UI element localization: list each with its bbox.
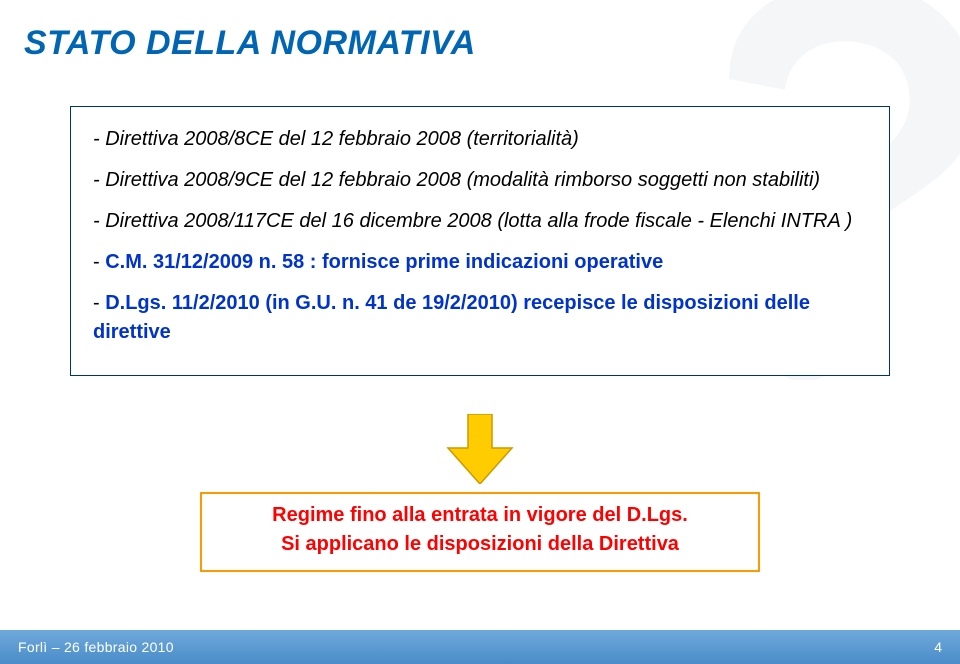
list-item: - Direttiva 2008/8CE del 12 febbraio 200… bbox=[93, 125, 867, 154]
highlight-line: Si applicano le disposizioni della Diret… bbox=[216, 533, 744, 556]
arrow-down-icon bbox=[440, 414, 520, 484]
list-item-dash: - bbox=[93, 292, 105, 314]
list-item-suffix: (territorialità) bbox=[467, 128, 579, 150]
content-box-highlight: Regime fino alla entrata in vigore del D… bbox=[200, 492, 760, 572]
content-box-main: - Direttiva 2008/8CE del 12 febbraio 200… bbox=[70, 106, 890, 376]
list-item-prefix: - Direttiva 2008/8CE del 12 febbraio 200… bbox=[93, 128, 467, 150]
page-number: 4 bbox=[934, 639, 942, 655]
list-item-suffix: (lotta alla frode fiscale - Elenchi INTR… bbox=[497, 210, 852, 232]
footer-bar: Forlì – 26 febbraio 2010 4 bbox=[0, 630, 960, 664]
slide: STATO DELLA NORMATIVA - Direttiva 2008/8… bbox=[0, 0, 960, 664]
list-item: - D.Lgs. 11/2/2010 (in G.U. n. 41 de 19/… bbox=[93, 289, 867, 347]
page-title: STATO DELLA NORMATIVA bbox=[24, 24, 476, 63]
footer-left: Forlì – 26 febbraio 2010 bbox=[18, 639, 174, 655]
list-item-prefix: - Direttiva 2008/9CE del 12 febbraio 200… bbox=[93, 169, 467, 191]
list-item: - Direttiva 2008/117CE del 16 dicembre 2… bbox=[93, 207, 867, 236]
list-item-text: D.Lgs. 11/2/2010 (in G.U. n. 41 de 19/2/… bbox=[93, 292, 810, 343]
list-item-suffix: (modalità rimborso soggetti non stabilit… bbox=[467, 169, 821, 191]
list-item-prefix: - Direttiva 2008/117CE del 16 dicembre 2… bbox=[93, 210, 497, 232]
highlight-line: Regime fino alla entrata in vigore del D… bbox=[216, 504, 744, 527]
list-item: - C.M. 31/12/2009 n. 58 : fornisce prime… bbox=[93, 248, 867, 277]
list-item-dash: - bbox=[93, 251, 105, 273]
list-item: - Direttiva 2008/9CE del 12 febbraio 200… bbox=[93, 166, 867, 195]
list-item-text: C.M. 31/12/2009 n. 58 : fornisce prime i… bbox=[105, 251, 663, 273]
